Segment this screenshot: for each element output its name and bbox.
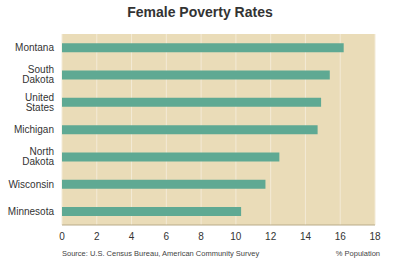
svg-text:4: 4 [129, 231, 135, 242]
svg-text:SouthDakota: SouthDakota [22, 64, 54, 85]
svg-text:8: 8 [198, 231, 204, 242]
svg-text:16: 16 [335, 231, 347, 242]
svg-text:UnitedStates: UnitedStates [25, 92, 54, 113]
html-text:% Population: % Population [335, 249, 380, 258]
svg-text:18: 18 [369, 231, 381, 242]
svg-text:Minnesota: Minnesota [8, 206, 54, 217]
svg-text:Montana: Montana [15, 42, 54, 53]
svg-text:6: 6 [164, 231, 170, 242]
svg-text:2: 2 [94, 231, 100, 242]
svg-text:0: 0 [59, 231, 65, 242]
svg-text:NorthDakota: NorthDakota [22, 146, 54, 167]
svg-text:10: 10 [230, 231, 242, 242]
svg-text:Wisconsin: Wisconsin [8, 179, 54, 190]
svg-text:Michigan: Michigan [14, 124, 54, 135]
html-text:Female Poverty Rates: Female Poverty Rates [127, 4, 273, 20]
svg-text:14: 14 [300, 231, 312, 242]
html-text:Source: U.S. Census Bureau, Am: Source: U.S. Census Bureau, American Com… [62, 249, 260, 258]
svg-text:12: 12 [265, 231, 277, 242]
